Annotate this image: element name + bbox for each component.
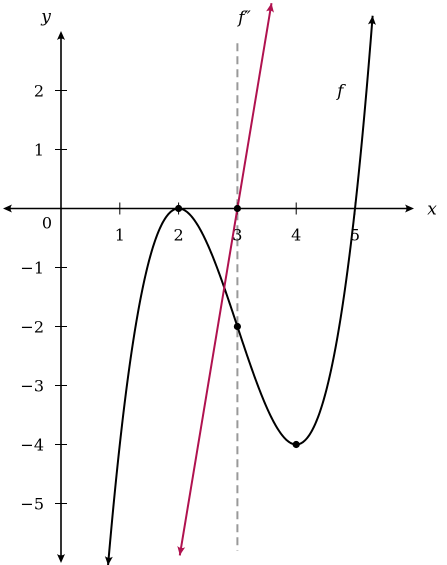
x-tick-label: 2 [174, 226, 184, 245]
x-axis-arrow-right [405, 204, 414, 213]
data-point [292, 440, 300, 449]
data-point [233, 204, 241, 213]
y-axis-arrow-up [57, 31, 65, 40]
series-arrow-start [177, 545, 186, 556]
x-tick-label: 3 [232, 226, 242, 245]
series-label-f: f [335, 82, 346, 102]
y-tick-label: 1 [34, 141, 44, 160]
y-axis-arrow-down [57, 554, 65, 563]
data-point [233, 322, 241, 331]
y-tick-label: 2 [34, 82, 44, 101]
series-line-f-double-prime [178, 3, 273, 556]
x-tick-label: 1 [115, 226, 125, 245]
y-axis-label: y [40, 7, 51, 27]
y-tick-label: −3 [20, 377, 44, 396]
x-tick-label: 4 [291, 226, 301, 245]
y-tick-label: −4 [20, 436, 44, 455]
x-axis-label: x [427, 200, 437, 220]
origin-label: 0 [42, 214, 52, 233]
y-tick-label: −5 [20, 495, 44, 514]
series-line-f [107, 15, 374, 565]
series-arrow-end [266, 3, 274, 13]
series-arrow-end [367, 15, 376, 26]
x-tick-label: 5 [350, 226, 360, 245]
x-axis-arrow-left [3, 204, 12, 213]
series-label-f-double-prime: f″ [236, 8, 251, 28]
y-tick-label: −1 [20, 259, 44, 278]
data-point [175, 204, 183, 213]
series-arrow-start [104, 556, 113, 565]
y-tick-label: −2 [20, 318, 44, 337]
